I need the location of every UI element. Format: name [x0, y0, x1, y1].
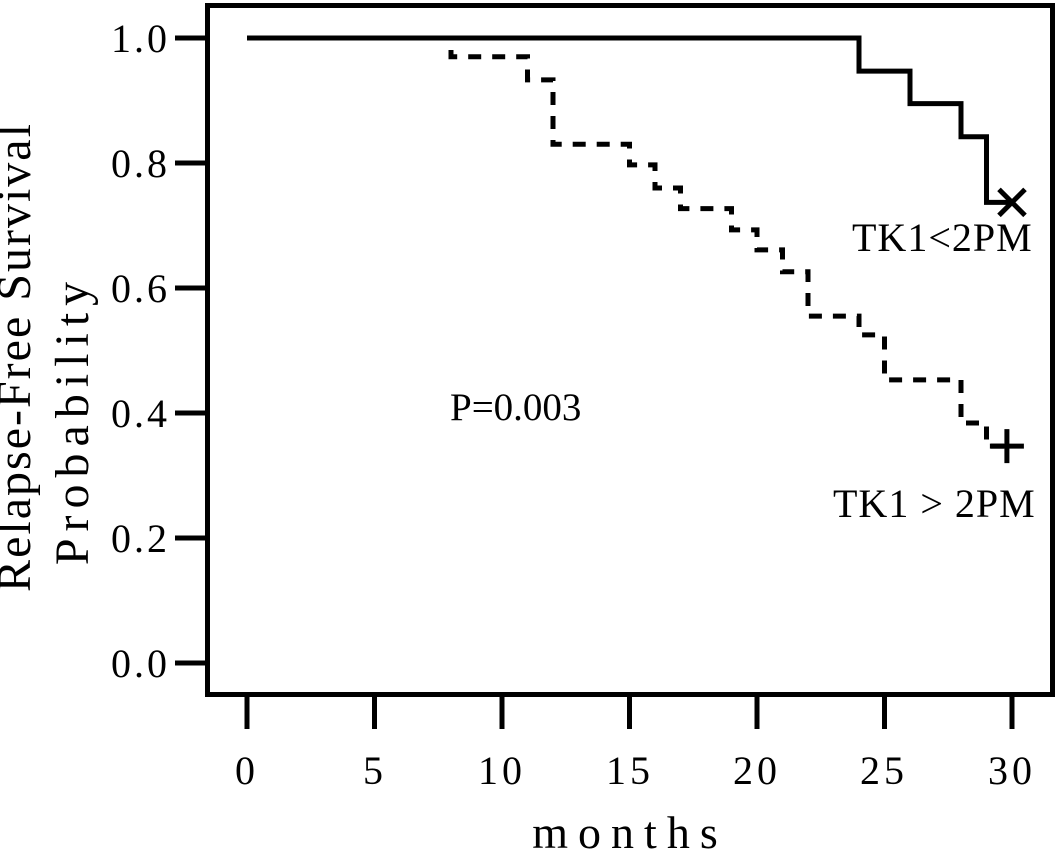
survival-curves [247, 35, 1012, 449]
y-axis-title-line2: Probability [46, 275, 99, 565]
y-tick-label: 0.4 [111, 391, 170, 436]
solid-curve [247, 35, 1012, 205]
x-tick-label: 15 [606, 748, 654, 793]
y-axis-ticks [175, 35, 207, 666]
y-tick-label: 0.6 [111, 266, 170, 311]
y-tick-label: 0.2 [111, 516, 170, 561]
x-tick-label: 30 [988, 748, 1036, 793]
y-tick-label: 0.0 [111, 641, 170, 686]
x-axis-title: months [532, 807, 727, 858]
x-tick-label: 20 [733, 748, 781, 793]
y-axis-title-line1: Relapse-Free Survival [0, 122, 41, 592]
p-value-annotation: P=0.003 [450, 386, 581, 429]
censor-cross-marker [997, 187, 1027, 218]
x-tick-label: 5 [363, 748, 387, 793]
series-label-tk1-low: TK1<2PM [852, 215, 1033, 260]
x-axis-ticks [244, 697, 1015, 729]
x-tick-label: 25 [860, 748, 908, 793]
dashed-curve [247, 35, 1007, 449]
y-tick-label: 0.8 [111, 141, 170, 186]
series-label-tk1-high: TK1 > 2PM [833, 481, 1036, 526]
x-tick-label: 10 [478, 748, 526, 793]
x-tick-label: 0 [235, 748, 259, 793]
y-tick-label: 1.0 [111, 16, 170, 61]
censor-markers [989, 187, 1027, 464]
plot-border [205, 3, 1055, 697]
